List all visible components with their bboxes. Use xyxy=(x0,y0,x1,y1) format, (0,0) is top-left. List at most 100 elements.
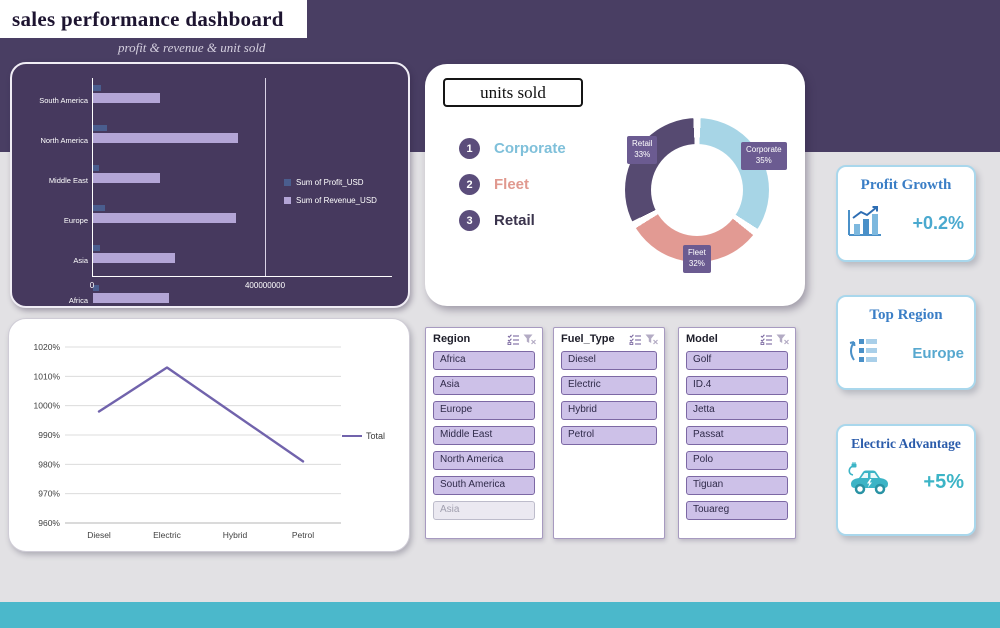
svg-text:Petrol: Petrol xyxy=(292,530,314,540)
model-slicer: Model Golf ID.4 Jetta Passat Polo Tiguan Touar… xyxy=(678,327,796,539)
rank-3-badge: 3 xyxy=(459,210,480,231)
clear-filter-icon[interactable] xyxy=(645,334,658,345)
card-title: Electric Advantage xyxy=(851,436,961,451)
region-slicer-items: Africa Asia Europe Middle East North America… xyxy=(426,347,542,520)
bar-category-label: Middle East xyxy=(48,176,88,185)
slicer-item-electric[interactable]: Electric xyxy=(561,376,657,395)
slicer-item-diesel[interactable]: Diesel xyxy=(561,351,657,370)
units-sold-panel: units sold 1 Corporate 2 Fleet 3 Retail … xyxy=(425,64,805,306)
legend-label-corporate: Corporate xyxy=(494,140,566,157)
svg-text:1020%: 1020% xyxy=(34,342,61,352)
region-slicer-header: Region xyxy=(426,328,542,347)
profit-bar xyxy=(93,125,108,131)
revenue-bar xyxy=(93,133,238,143)
profit-bar xyxy=(93,205,106,211)
bar-category-label: Europe xyxy=(63,216,88,225)
donut-label-retail: Retail 33% xyxy=(627,136,658,164)
card-top-region: Top Region Europe xyxy=(836,295,976,390)
line-legend-label: Total xyxy=(366,431,386,441)
slicer-item-asia[interactable]: Asia xyxy=(433,376,535,395)
region-slicer: Region Africa Asia Europe Middle East North … xyxy=(425,327,543,539)
svg-text:980%: 980% xyxy=(38,459,60,469)
bottom-accent-bar xyxy=(0,602,1000,628)
bar-x-tick-label: 0 xyxy=(89,281,95,290)
revenue-bar xyxy=(93,213,236,223)
profit-swatch xyxy=(284,179,291,186)
slicer-item-south-america[interactable]: South America xyxy=(433,476,535,495)
revenue-bar xyxy=(93,293,169,303)
fuel-type-slicer: Fuel_Type Diesel Electric Hybrid Petrol xyxy=(553,327,665,539)
multi-select-icon[interactable] xyxy=(760,333,773,345)
bar-category-label: Asia xyxy=(73,256,88,265)
card-value: +0.2% xyxy=(912,213,964,233)
slicer-item-africa[interactable]: Africa xyxy=(433,351,535,370)
units-sold-title-text: units sold xyxy=(480,82,546,102)
legend-label: Sum of Revenue_USD xyxy=(296,196,377,205)
bar-row: North America xyxy=(40,125,382,158)
multi-select-icon[interactable] xyxy=(629,333,642,345)
slicer-title: Fuel_Type xyxy=(561,333,615,345)
rank-1-badge: 1 xyxy=(459,138,480,159)
clear-filter-icon[interactable] xyxy=(776,334,789,345)
slicer-item-touareg[interactable]: Touareg xyxy=(686,501,788,520)
bar-category-label: North America xyxy=(40,136,88,145)
profit-bar xyxy=(93,245,100,251)
svg-text:Electric: Electric xyxy=(153,530,182,540)
card-value: +5% xyxy=(923,471,964,493)
slicer-item-asia[interactable]: Asia xyxy=(433,501,535,520)
legend-item-profit: Sum of Profit_USD xyxy=(284,178,377,187)
bar-y-axis xyxy=(92,78,93,276)
donut-legend-retail: 3 Retail xyxy=(459,210,535,231)
bar-category-label: South America xyxy=(39,96,88,105)
slicer-item-jetta[interactable]: Jetta xyxy=(686,401,788,420)
bar-row: South America xyxy=(39,85,382,118)
revenue-bar xyxy=(93,173,161,183)
slicer-item-europe[interactable]: Europe xyxy=(433,401,535,420)
slicer-item-tiguan[interactable]: Tiguan xyxy=(686,476,788,495)
electric-car-icon xyxy=(846,462,892,503)
profit-bar xyxy=(93,285,99,291)
svg-text:990%: 990% xyxy=(38,430,60,440)
profit-bar xyxy=(93,165,100,171)
slicer-item-petrol[interactable]: Petrol xyxy=(561,426,657,445)
legend-item-revenue: Sum of Revenue_USD xyxy=(284,196,377,205)
svg-text:Diesel: Diesel xyxy=(87,530,111,540)
revenue-swatch xyxy=(284,197,291,204)
fuel-type-slicer-header: Fuel_Type xyxy=(554,328,664,347)
slicer-item-golf[interactable]: Golf xyxy=(686,351,788,370)
svg-text:1000%: 1000% xyxy=(34,401,61,411)
model-slicer-items: Golf ID.4 Jetta Passat Polo Tiguan Touareg xyxy=(679,347,795,520)
card-title: Top Region xyxy=(869,307,943,323)
legend-label-fleet: Fleet xyxy=(494,176,530,193)
line-legend: Total xyxy=(342,431,385,441)
bar-gridline-400m xyxy=(265,78,266,276)
bar-row: Middle East xyxy=(49,165,382,198)
svg-text:1010%: 1010% xyxy=(34,371,61,381)
donut-label-fleet: Fleet 32% xyxy=(683,245,711,273)
slicer-item-id-4[interactable]: ID.4 xyxy=(686,376,788,395)
card-profit-growth: Profit Growth +0.2% xyxy=(836,165,976,262)
card-value: Europe xyxy=(912,345,964,362)
bar-x-tick-label: 400000000 xyxy=(244,281,286,290)
bar-legend: Sum of Profit_USD Sum of Revenue_USD xyxy=(284,178,377,214)
revenue-bar xyxy=(93,93,161,103)
line-chart-panel: 1020% 1010% 1000% 990% 980% 970% 960% Diesel Ele… xyxy=(8,318,410,552)
model-slicer-header: Model xyxy=(679,328,795,347)
slicer-item-middle-east[interactable]: Middle East xyxy=(433,426,535,445)
bar-chart-panel: South America North America Middle East Eur… xyxy=(10,62,410,308)
donut-legend-corporate: 1 Corporate xyxy=(459,138,566,159)
total-line-swatch xyxy=(342,435,362,437)
bar-x-axis xyxy=(92,276,392,277)
multi-select-icon[interactable] xyxy=(507,333,520,345)
slicer-item-hybrid[interactable]: Hybrid xyxy=(561,401,657,420)
bar-row: Africa xyxy=(69,285,382,318)
clear-filter-icon[interactable] xyxy=(523,334,536,345)
slicer-item-north-america[interactable]: North America xyxy=(433,451,535,470)
legend-label: Sum of Profit_USD xyxy=(296,178,364,187)
slicer-item-polo[interactable]: Polo xyxy=(686,451,788,470)
slicer-item-passat[interactable]: Passat xyxy=(686,426,788,445)
donut-label-corporate: Corporate 35% xyxy=(741,142,787,170)
donut-hole xyxy=(651,144,743,236)
donut-legend-fleet: 2 Fleet xyxy=(459,174,529,195)
